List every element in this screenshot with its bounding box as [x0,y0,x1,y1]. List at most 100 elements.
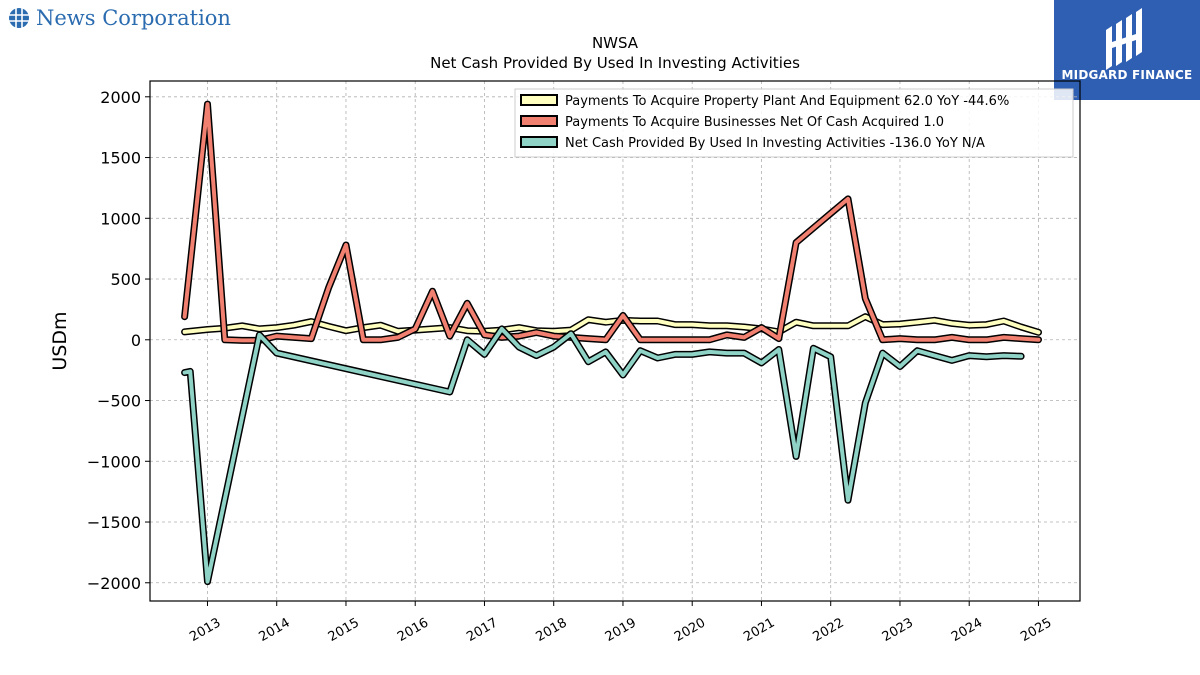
series-3-point [899,366,901,367]
series-3-point [258,334,260,336]
series-3-point [484,353,485,355]
series-2-point [968,339,970,341]
legend-label-acquisitions: Payments To Acquire Businesses Net Of Ca… [565,115,944,130]
y-tick-label: −1500 [87,513,141,532]
series-2-point [882,339,884,341]
series-2-point [310,338,312,340]
series-2-point [657,339,659,341]
series-2-point [934,339,936,341]
series-3-point [882,352,884,354]
series-2-point [743,336,745,338]
series-2-point [709,339,710,341]
series-1-point [795,321,797,323]
series-3-point [847,499,849,501]
series-3-point [778,349,780,350]
legend-swatch-acquisitions [520,115,558,127]
series-2-point [293,336,295,338]
midgard-logo-icon [1106,8,1142,70]
series-3-outline [181,325,1025,586]
series-2-point [605,339,607,341]
series-1-point [657,320,659,322]
series-3-point [951,359,953,361]
series-3-point [761,362,762,364]
series-3-point [466,339,468,341]
y-tick-label: 1500 [100,149,141,168]
series-1-point [916,321,918,323]
series-2-point [778,338,780,340]
chart-subtitle: Net Cash Provided By Used In Investing A… [430,54,800,72]
series-2-point [466,302,468,304]
series-1-point [328,325,330,327]
legend: Payments To Acquire Property Plant And E… [514,88,1074,158]
series-1-point [553,330,555,332]
series-1-point [1003,320,1005,322]
series-1-point [241,325,243,327]
series-1-line [182,314,1041,335]
x-tick-label: 2015 [326,615,362,645]
series-1-point [743,326,745,328]
y-tick-label: 2000 [100,88,141,107]
series-2-point [484,334,485,336]
series-1-point [968,324,970,326]
midgard-finance-badge: MIDGARD FINANCE [1054,0,1200,100]
legend-label-investing: Net Cash Provided By Used In Investing A… [565,136,985,151]
series-2-point [449,335,451,337]
series-2-point [518,335,520,337]
series-1-point [276,327,278,329]
x-tick-label: 2018 [534,615,570,645]
series-1-point [466,330,468,332]
series-1-point [397,330,399,332]
series-3-point [674,353,676,355]
x-tick-label: 2024 [949,615,985,645]
series-1-point [310,321,312,323]
series-3-point [535,355,537,357]
series-1-point [674,324,676,326]
series-2-point [899,338,901,340]
series-2-point [639,339,641,341]
y-axis-label: USDm [49,311,71,370]
x-tick-label: 2023 [880,615,916,645]
series-3-point [968,355,970,357]
series-2-point [535,332,537,333]
series-3-point [795,455,797,457]
series-1-point [380,324,382,326]
series-2-point [1020,338,1022,340]
badge-text: MIDGARD FINANCE [1061,68,1193,82]
series-1-point [951,322,953,324]
series-2-point [830,212,832,214]
series-3-point [449,391,451,393]
series-2-point [501,336,503,338]
series-1-point [934,319,936,321]
legend-label-ppe: Payments To Acquire Property Plant And E… [565,94,1009,109]
series-1-point [605,321,607,323]
series-3-point [830,356,832,358]
series-1-point [1038,331,1039,333]
x-tick-label: 2025 [1018,615,1054,645]
brand-name: News Corporation [36,6,231,30]
series-2-point [951,336,953,338]
series-3-point [726,352,728,354]
series-3-point [570,333,572,335]
x-tick-label: 2014 [257,615,293,645]
series-3-point [553,346,555,348]
grid [150,81,1080,601]
y-axis: 2000 1500 1000 500 0 −500 −1000 −1500 −2000 [87,88,150,593]
series-2-point [241,339,243,341]
series-1-point [709,325,710,327]
series-3-point [276,352,278,354]
y-tick-label: −2000 [87,574,141,593]
series-1-point [587,319,589,321]
series-2-point [345,244,347,246]
series-1-point [830,325,832,327]
series-1-point [184,331,186,333]
series-3-point [639,350,641,352]
series-1-point [293,324,295,326]
x-tick-label: 2013 [187,615,223,645]
series-2-point [622,315,624,316]
series-3-point [916,350,918,352]
series-2-point [432,290,433,292]
legend-frame [514,88,1074,158]
y-tick-label: −1000 [87,452,141,471]
series-1-point [812,325,814,327]
series-2-point [674,339,676,341]
